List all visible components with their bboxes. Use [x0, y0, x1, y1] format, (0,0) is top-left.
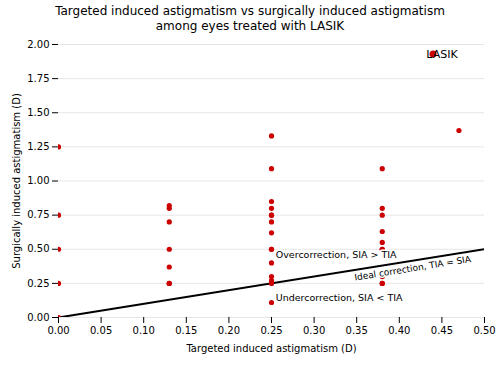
svg-text:Ideal correction, TIA = SIA: Ideal correction, TIA = SIA	[354, 254, 473, 283]
svg-text:1.75: 1.75	[27, 73, 49, 84]
svg-text:2.00: 2.00	[27, 39, 49, 50]
svg-text:0.10: 0.10	[133, 325, 155, 336]
svg-text:0.15: 0.15	[175, 325, 197, 336]
svg-text:Overcorrection, SIA > TIA: Overcorrection, SIA > TIA	[276, 249, 397, 260]
svg-text:0.25: 0.25	[27, 278, 49, 289]
svg-text:0.50: 0.50	[27, 243, 49, 254]
svg-text:1.50: 1.50	[27, 107, 49, 118]
svg-text:0.05: 0.05	[90, 325, 112, 336]
svg-text:0.00: 0.00	[27, 312, 49, 323]
svg-text:0.45: 0.45	[431, 325, 453, 336]
svg-text:1.25: 1.25	[27, 141, 49, 152]
svg-text:Targeted induced astigmatism (: Targeted induced astigmatism (D)	[185, 343, 356, 354]
svg-text:0.00: 0.00	[47, 325, 69, 336]
svg-text:LASIK: LASIK	[426, 48, 458, 61]
svg-text:Surgically induced astigmatism: Surgically induced astigmatism (D)	[11, 93, 22, 269]
svg-text:0.40: 0.40	[388, 325, 410, 336]
svg-text:0.20: 0.20	[218, 325, 240, 336]
svg-text:1.00: 1.00	[27, 175, 49, 186]
svg-text:0.35: 0.35	[346, 325, 368, 336]
svg-text:0.75: 0.75	[27, 209, 49, 220]
svg-text:0.25: 0.25	[260, 325, 282, 336]
html-text:Targeted induced astigmatism v: Targeted induced astigmatism vs surgical…	[55, 4, 445, 33]
svg-text:Undercorrection, SIA < TIA: Undercorrection, SIA < TIA	[276, 292, 403, 303]
svg-text:0.50: 0.50	[473, 325, 495, 336]
svg-text:0.30: 0.30	[303, 325, 325, 336]
